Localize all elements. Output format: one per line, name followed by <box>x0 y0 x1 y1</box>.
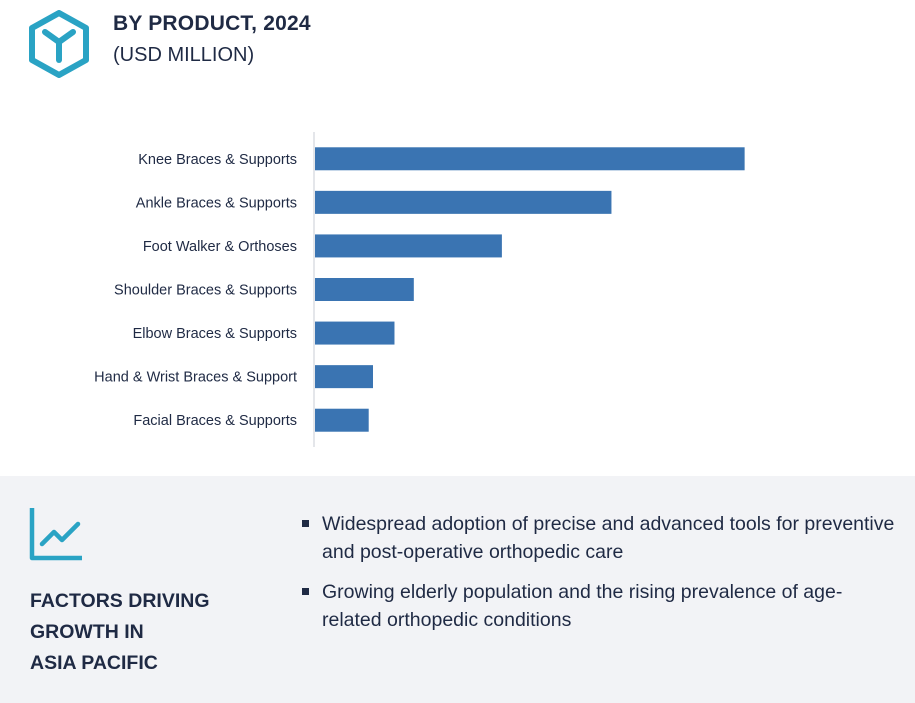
factors-title-line: ASIA PACIFIC <box>30 652 158 674</box>
category-label: Elbow Braces & Supports <box>133 326 297 342</box>
category-label: Ankle Braces & Supports <box>136 195 297 211</box>
bar <box>315 234 502 258</box>
category-label: Foot Walker & Orthoses <box>143 239 297 255</box>
factors-title: FACTORS DRIVING GROWTH IN ASIA PACIFIC <box>30 586 270 679</box>
bar <box>315 408 369 432</box>
bar-chart: Knee Braces & Supports Ankle Braces & Sup… <box>0 125 915 455</box>
chart-subtitle: (USD MILLION) <box>113 44 255 66</box>
factors-title-line: FACTORS DRIVING <box>30 590 210 612</box>
factors-panel: FACTORS DRIVING GROWTH IN ASIA PACIFIC W… <box>0 476 915 703</box>
chart-title: BY PRODUCT, 2024 <box>113 12 311 35</box>
header: BY PRODUCT, 2024 (USD MILLION) <box>0 0 915 90</box>
category-label: Facial Braces & Supports <box>133 413 297 429</box>
category-label: Hand & Wrist Braces & Support <box>94 370 297 386</box>
factors-list: Widespread adoption of precise and advan… <box>300 510 900 646</box>
bar <box>315 190 612 214</box>
bar <box>315 147 745 171</box>
cube-y-logo-icon <box>29 10 89 78</box>
factor-bullet: Growing elderly population and the risin… <box>300 578 900 634</box>
bar <box>315 365 373 389</box>
category-label: Shoulder Braces & Supports <box>114 283 297 299</box>
bar <box>315 278 414 301</box>
bar-chart-svg: Knee Braces & Supports Ankle Braces & Sup… <box>94 132 745 447</box>
factors-title-line: GROWTH IN <box>30 621 144 643</box>
factor-bullet: Widespread adoption of precise and advan… <box>300 510 900 566</box>
trend-chart-icon <box>29 508 82 561</box>
category-label: Knee Braces & Supports <box>138 152 297 168</box>
bar <box>315 321 395 345</box>
